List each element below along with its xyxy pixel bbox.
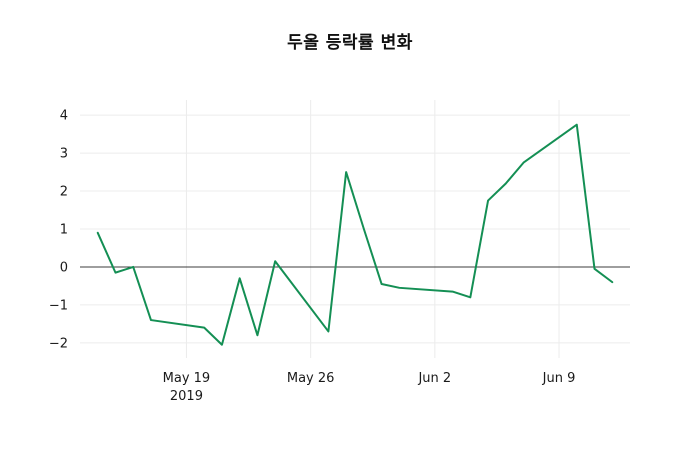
price-change-line — [96, 123, 614, 346]
x-axis-tick-label: Jun 9 — [542, 371, 576, 386]
y-axis-tick-label: 0 — [60, 260, 68, 275]
x-axis-tick-label: May 26 — [287, 371, 335, 386]
y-axis-tick-label: 1 — [60, 223, 68, 238]
y-axis-tick-label: −2 — [49, 336, 68, 351]
x-axis-tick-label: Jun 2 — [417, 371, 451, 386]
y-axis-tick-label: 3 — [60, 147, 68, 162]
x-axis-year-label: 2019 — [170, 389, 203, 404]
x-axis-tick-label: May 19 — [163, 371, 211, 386]
y-axis-tick-label: 4 — [60, 109, 68, 124]
chart-title: 두올 등락률 변화 — [287, 33, 413, 53]
y-axis-tick-label: −1 — [49, 298, 68, 313]
y-axis-tick-label: 2 — [60, 185, 68, 200]
